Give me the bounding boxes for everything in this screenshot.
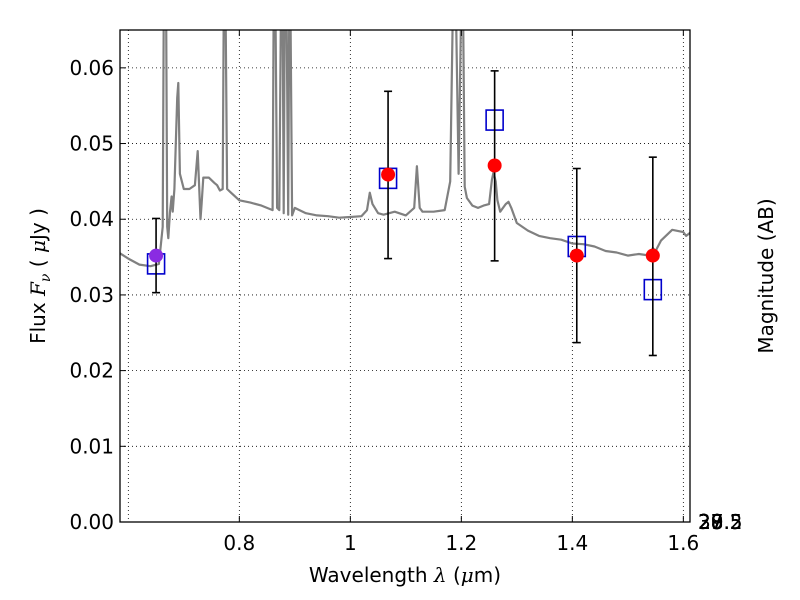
observed-point — [569, 248, 584, 263]
y2-tick-label: 30 — [698, 510, 723, 534]
y-tick-label: 0.05 — [69, 132, 114, 156]
x-tick-label: 1 — [344, 531, 357, 555]
points-layer — [146, 70, 663, 357]
y2-tick-label: 28 — [698, 510, 723, 534]
x-tick-label: 0.8 — [223, 531, 255, 555]
y-tick-label: 0.04 — [69, 207, 114, 231]
plot-background — [120, 30, 690, 522]
observed-point — [149, 248, 164, 263]
model-spectrum-line — [120, 30, 690, 268]
y2-tick-label: 28.5 — [698, 510, 743, 534]
y-tick-label: 0.03 — [69, 283, 114, 307]
plot-frame — [119, 29, 691, 523]
y2-tick-label: 27 — [698, 510, 723, 534]
y-tick-label: 0.02 — [69, 359, 114, 383]
x-tick-label: 1.6 — [667, 531, 699, 555]
observed-point — [487, 158, 502, 173]
y-tick-label: 0.06 — [69, 56, 114, 80]
x-axis-label: Wavelength λ (μm) — [309, 563, 501, 587]
y-axis-label: Flux Fν ( μJy ) — [26, 208, 54, 344]
observed-point — [381, 167, 396, 182]
y2-tick-label: 27.5 — [698, 510, 743, 534]
x-tick-label: 1.2 — [445, 531, 477, 555]
ticks: 0.8 1 1.2 1.4 1.6 0.00 0.01 0.02 0.03 0.04 0.05 0.0… — [69, 30, 743, 555]
x-tick-label: 1.4 — [556, 531, 588, 555]
y2-tick-label: 27.2 — [698, 510, 743, 534]
y-tick-label: 0.01 — [69, 434, 114, 458]
observed-point — [645, 248, 660, 263]
y2-axis-label: Magnitude (AB) — [754, 198, 778, 353]
series-layer — [120, 30, 690, 268]
y2-tick-label: 29 — [698, 510, 723, 534]
y-tick-label: 0.00 — [69, 510, 114, 534]
